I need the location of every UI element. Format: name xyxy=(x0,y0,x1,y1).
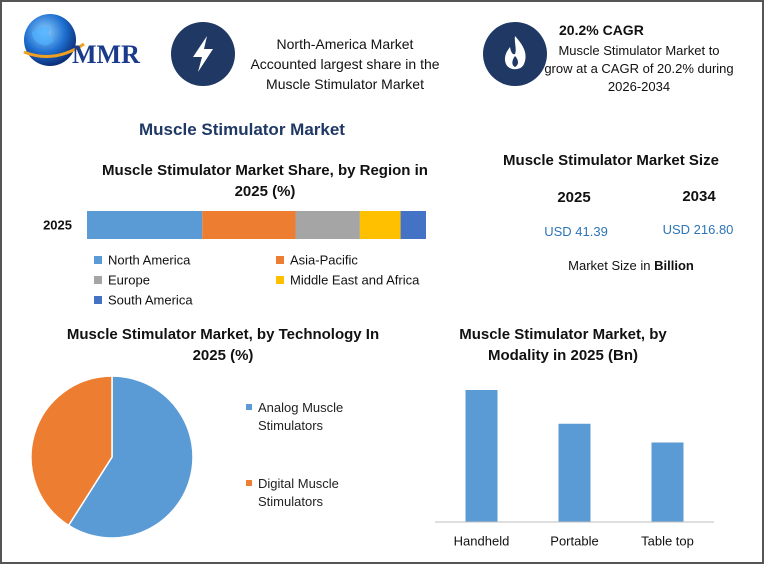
y-tick-label: 2025 xyxy=(43,217,72,232)
note-text: Market Size in xyxy=(568,258,651,273)
bar xyxy=(558,423,591,522)
x-tick-label: Handheld xyxy=(454,533,510,548)
size-note: Market Size in Billion xyxy=(531,258,731,273)
legend-label: South America xyxy=(108,292,193,307)
card-text: North-America Market Accounted largest s… xyxy=(250,36,440,92)
bar-segment xyxy=(400,211,426,239)
legend-swatch xyxy=(94,276,102,284)
legend-swatch xyxy=(246,404,252,410)
main-title: Muscle Stimulator Market xyxy=(139,120,345,139)
size-title: Muscle Stimulator Market Size xyxy=(503,152,719,169)
size-year: 2025 xyxy=(557,189,591,206)
size-year: 2034 xyxy=(682,188,716,205)
legend-label: Europe xyxy=(108,272,150,287)
chart-title: Muscle Stimulator Market, by Modality in… xyxy=(459,326,667,364)
legend-swatch xyxy=(94,256,102,264)
card-title: 20.2% CAGR xyxy=(559,22,644,38)
pie-slice xyxy=(30,375,113,527)
bar-segment xyxy=(359,211,401,239)
legend-swatch xyxy=(276,276,284,284)
bar xyxy=(651,442,684,522)
size-value: USD 41.39 xyxy=(544,224,608,239)
x-tick-label: Table top xyxy=(641,533,694,548)
legend-label: Digital Muscle Stimulators xyxy=(258,476,339,509)
legend-swatch xyxy=(94,296,102,304)
bar xyxy=(465,390,498,522)
legend-label: North America xyxy=(108,252,191,267)
legend-label: Analog Muscle Stimulators xyxy=(258,400,344,433)
pie-slice xyxy=(67,375,194,539)
lightning-icon xyxy=(171,22,235,86)
legend-swatch xyxy=(276,256,284,264)
logo-globe xyxy=(23,14,85,66)
bar-segment xyxy=(202,211,296,239)
note-unit: Billion xyxy=(654,258,694,273)
flame-icon xyxy=(483,22,547,86)
x-tick-label: Portable xyxy=(550,533,598,548)
chart-title: Muscle Stimulator Market Share, by Regio… xyxy=(102,162,428,200)
size-value: USD 216.80 xyxy=(662,222,734,237)
legend-label: Asia-Pacific xyxy=(290,252,358,267)
logo-text: MMR xyxy=(72,40,140,69)
legend-label: Middle East and Africa xyxy=(290,272,420,287)
card-text: Muscle Stimulator Market to grow at a CA… xyxy=(544,43,734,94)
legend-swatch xyxy=(246,480,252,486)
bar-segment xyxy=(87,211,203,239)
chart-title: Muscle Stimulator Market, by Technology … xyxy=(66,326,380,364)
bar-segment xyxy=(295,211,360,239)
